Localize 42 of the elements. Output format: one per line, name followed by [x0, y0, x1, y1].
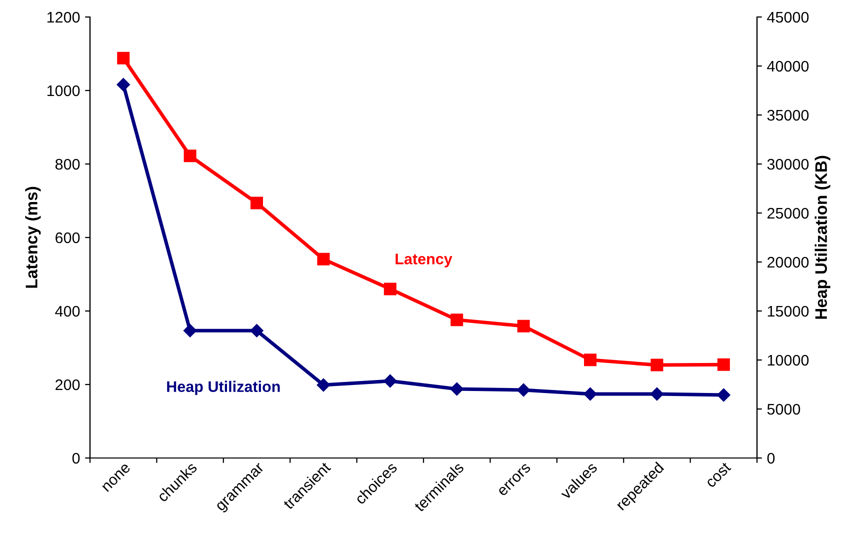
- y2-tick-label: 30000: [767, 158, 809, 170]
- point: [184, 150, 196, 162]
- point: [516, 383, 530, 397]
- point: [650, 358, 664, 372]
- y-tick-label: 400: [55, 306, 80, 317]
- point: [384, 374, 397, 388]
- y-tick-label: 800: [55, 158, 80, 170]
- y2-tick-label: 25000: [767, 208, 809, 219]
- point: [117, 52, 130, 64]
- point: [250, 324, 264, 338]
- point: [584, 354, 596, 366]
- x-tick-label: cost: [705, 462, 732, 488]
- point: [517, 320, 530, 332]
- y2-tick-label: 20000: [767, 256, 809, 268]
- point: [717, 388, 730, 402]
- y2-tick-label: 10000: [768, 354, 809, 366]
- point: [717, 358, 730, 371]
- y-axis-title: Latency (ms): [25, 186, 41, 288]
- y-tick-label: 600: [56, 232, 80, 244]
- point: [584, 387, 597, 401]
- series-label: Latency: [396, 254, 452, 268]
- point: [316, 378, 330, 392]
- y2-axis-title: Heap Utilization (KB): [814, 156, 830, 319]
- point: [317, 252, 330, 266]
- y2-tick-label: 5000: [767, 404, 800, 415]
- y2-tick-label: 15000: [768, 306, 809, 317]
- point: [450, 314, 464, 326]
- y2-tick-label: 40000: [767, 60, 809, 72]
- y-tick-label: 1000: [47, 85, 80, 96]
- series-label: Heap Utilization: [167, 380, 280, 396]
- point: [384, 282, 396, 296]
- y-tick-label: 1200: [47, 12, 80, 23]
- y2-tick-label: 0: [767, 452, 775, 464]
- y2-tick-label: 45000: [767, 12, 809, 23]
- point: [650, 387, 664, 401]
- point: [450, 382, 464, 396]
- y-tick-label: 0: [72, 452, 80, 464]
- point: [116, 78, 130, 92]
- point: [250, 196, 263, 210]
- y-tick-label: 200: [56, 379, 80, 390]
- y2-tick-label: 35000: [767, 110, 809, 121]
- point: [183, 324, 197, 338]
